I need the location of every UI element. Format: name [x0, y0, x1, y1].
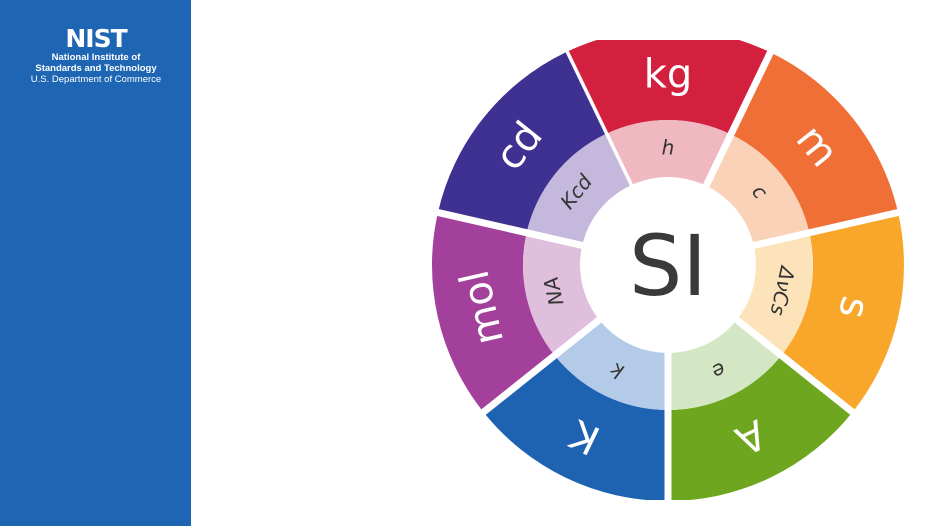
constant-label-kg: h: [662, 136, 675, 160]
segment-outer-s: [781, 212, 904, 413]
segment-inner-m: [705, 134, 810, 246]
center-si-label: SI: [629, 217, 707, 315]
segment-inner-cd: [526, 134, 631, 246]
segment-outer-m: [730, 52, 899, 233]
segment-outer-A: [668, 355, 853, 501]
segment-outer-mol: [432, 212, 555, 413]
center-circle: [580, 177, 756, 353]
segment-divider: [749, 208, 901, 250]
segment-outer-K: [483, 355, 668, 501]
segment-divider: [701, 49, 775, 191]
unit-label-kg: kg: [644, 52, 693, 98]
segment-inner-K: [554, 318, 668, 410]
segment-outer-kg: [565, 29, 771, 135]
logo-department-line: U.S. Department of Commerce: [30, 74, 162, 85]
sidebar: NIST National Institute of Standards and…: [0, 0, 191, 526]
nist-logo-mark: NIST: [65, 24, 127, 53]
segment-outer-cd: [437, 52, 606, 233]
segment-divider: [479, 314, 605, 417]
segment-divider: [435, 208, 587, 250]
segment-inner-A: [668, 318, 782, 410]
segment-inner-kg: [605, 120, 731, 188]
logo-standards-line: Standards and Technology: [35, 63, 157, 74]
logo-institute-line: National Institute of: [51, 52, 141, 63]
nist-logo: NIST National Institute of Standards and…: [26, 24, 166, 86]
segment-divider: [731, 314, 857, 417]
